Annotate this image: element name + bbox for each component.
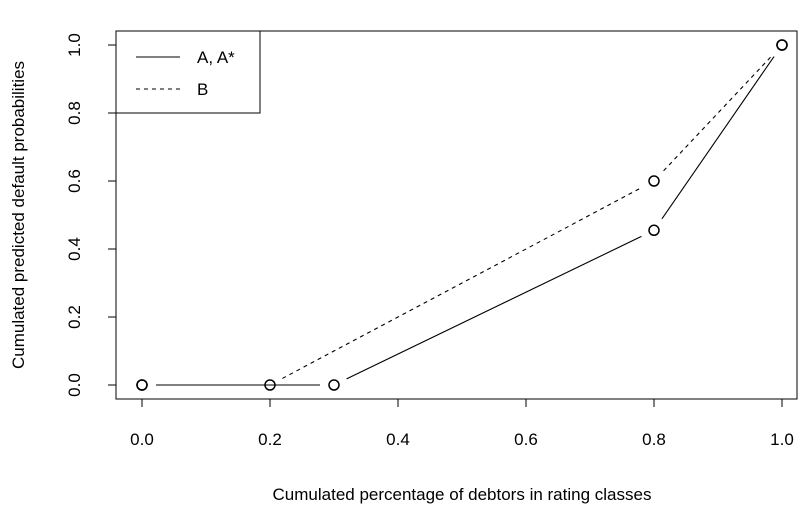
y-tick-label: 0.8 — [65, 101, 84, 125]
series-1-point — [648, 175, 660, 187]
x-tick-label: 0.4 — [386, 430, 410, 449]
y-tick-label: 0.6 — [65, 169, 84, 193]
y-axis: 0.0 0.2 0.4 0.6 0.8 1.0 — [65, 33, 117, 397]
series-0-point — [328, 379, 340, 391]
x-tick-label: 0.0 — [130, 430, 154, 449]
series-0-point — [648, 224, 660, 237]
x-tick-label: 0.2 — [258, 430, 282, 449]
series-1-point — [776, 39, 788, 51]
legend-label-a: A, A* — [197, 48, 235, 67]
series-1-point — [264, 379, 276, 391]
series-0-segment — [661, 56, 775, 220]
y-tick-label: 0.0 — [65, 373, 84, 397]
legend-label-b: B — [197, 80, 208, 99]
legend: A, A* B — [115, 30, 261, 114]
y-tick-label: 0.4 — [65, 237, 84, 261]
series-layer — [136, 39, 788, 391]
x-axis: 0.0 0.2 0.4 0.6 0.8 1.0 — [130, 398, 794, 449]
x-tick-label: 0.6 — [514, 430, 538, 449]
y-axis-label: Cumulated predicted default probabilitie… — [9, 61, 28, 369]
series-1-segment — [663, 54, 773, 172]
x-tick-label: 0.8 — [642, 430, 666, 449]
series-0-segment — [346, 235, 642, 380]
y-tick-label: 1.0 — [65, 33, 84, 57]
series-1-point — [136, 379, 148, 391]
y-tick-label: 0.2 — [65, 305, 84, 329]
x-tick-label: 1.0 — [770, 430, 794, 449]
legend-box — [115, 30, 261, 114]
series-1-segment — [282, 187, 642, 379]
x-axis-label: Cumulated percentage of debtors in ratin… — [273, 485, 652, 504]
